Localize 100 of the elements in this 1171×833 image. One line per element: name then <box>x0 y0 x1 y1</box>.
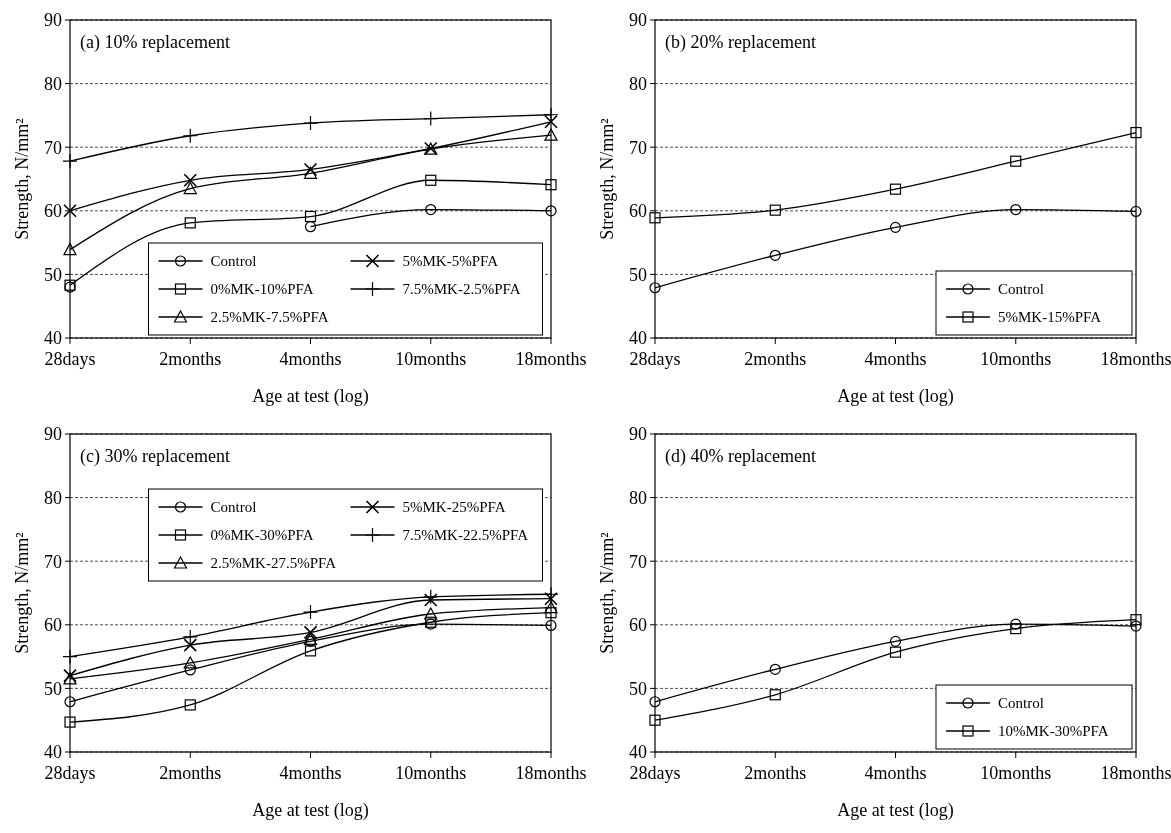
x-tick-label: 2months <box>744 763 807 783</box>
point <box>64 696 76 708</box>
y-tick-label: 80 <box>629 73 647 94</box>
point <box>304 645 317 657</box>
point <box>63 672 77 685</box>
point <box>1130 620 1142 632</box>
x-tick-label: 18months <box>515 349 587 369</box>
point <box>1010 623 1022 635</box>
x-tick-label: 28days <box>629 763 681 783</box>
x-tick-label: 10months <box>395 763 467 783</box>
x-tick-label: 10months <box>980 763 1052 783</box>
y-tick-label: 50 <box>629 264 647 285</box>
y-tick-label: 80 <box>629 487 647 508</box>
point <box>889 646 902 658</box>
point <box>544 601 558 614</box>
point <box>62 649 78 665</box>
legend-label: 0%MK-30%PFA <box>210 527 314 543</box>
x-tick-label: 2months <box>159 763 222 783</box>
point <box>423 110 439 127</box>
x-tick-label: 4months <box>279 763 342 783</box>
point <box>303 166 318 179</box>
point <box>304 210 317 223</box>
y-tick-label: 60 <box>44 201 62 222</box>
legend-label: Control <box>210 253 257 269</box>
x-axis-title: Age at test (log) <box>252 386 369 407</box>
y-axis-title: Strength, N/mm² <box>12 118 32 240</box>
x-tick-label: 18months <box>515 763 587 783</box>
legend-label: 7.5%MK-2.5%PFA <box>402 281 521 297</box>
y-tick-label: 60 <box>629 615 647 636</box>
point <box>303 162 318 177</box>
point <box>184 664 196 676</box>
x-tick-label: 10months <box>980 349 1052 369</box>
x-axis-title: Age at test (log) <box>837 386 954 407</box>
text: (b) 20% replacement <box>665 32 816 53</box>
point <box>1130 614 1142 626</box>
point <box>649 696 661 708</box>
legend-label: Control <box>998 695 1044 711</box>
legend-label: 0%MK-10%PFA <box>210 281 314 297</box>
point <box>183 173 198 188</box>
y-tick-label: 40 <box>44 742 62 763</box>
point <box>649 212 661 224</box>
point <box>423 593 438 607</box>
y-tick-label: 40 <box>629 328 647 349</box>
y-axis-title: Strength, N/mm² <box>12 532 32 654</box>
y-tick-label: 90 <box>629 10 647 31</box>
point <box>649 714 661 726</box>
point <box>182 128 198 144</box>
point <box>545 205 557 217</box>
x-tick-label: 10months <box>395 349 467 369</box>
legend-label: 5%MK-15%PFA <box>998 309 1102 325</box>
point <box>1010 203 1022 216</box>
point <box>63 204 77 218</box>
x-tick-label: 4months <box>864 763 927 783</box>
point <box>545 607 557 619</box>
point <box>889 183 902 195</box>
point <box>545 619 557 632</box>
point <box>184 699 196 711</box>
x-tick-label: 18months <box>1100 349 1171 369</box>
x-tick-label: 4months <box>864 349 927 369</box>
point <box>769 249 781 261</box>
point <box>302 604 319 620</box>
point <box>425 174 437 186</box>
legend-label: 5%MK-5%PFA <box>402 253 499 269</box>
x-axis-title: Age at test (log) <box>252 800 369 821</box>
y-tick-label: 90 <box>629 424 647 445</box>
legend-label: 2.5%MK-7.5%PFA <box>210 309 329 325</box>
x-tick-label: 2months <box>744 349 807 369</box>
point <box>544 128 558 141</box>
x-tick-label: 2months <box>159 349 222 369</box>
x-tick-label: 28days <box>629 349 681 369</box>
y-tick-label: 70 <box>44 551 62 572</box>
y-tick-label: 70 <box>629 551 647 572</box>
y-tick-label: 40 <box>44 328 62 349</box>
x-axis-title: Age at test (log) <box>837 800 954 821</box>
x-tick-label: 28days <box>44 763 96 783</box>
point <box>769 689 781 701</box>
point <box>1130 205 1142 218</box>
y-tick-label: 50 <box>44 678 62 699</box>
point <box>425 203 437 216</box>
point <box>545 179 557 191</box>
point <box>64 716 76 728</box>
y-axis-title: Strength, N/mm² <box>597 118 617 240</box>
y-axis-title: Strength, N/mm² <box>597 532 617 654</box>
point <box>769 204 781 216</box>
y-tick-label: 60 <box>44 615 62 636</box>
text: (c) 30% replacement <box>80 446 230 467</box>
point <box>63 668 77 683</box>
x-tick-label: 4months <box>279 349 342 369</box>
point <box>183 181 197 195</box>
y-tick-label: 70 <box>629 137 647 158</box>
point <box>184 217 196 229</box>
y-tick-label: 50 <box>44 264 62 285</box>
point <box>889 635 902 647</box>
y-tick-label: 80 <box>44 487 62 508</box>
y-tick-label: 90 <box>44 10 62 31</box>
y-tick-label: 50 <box>629 678 647 699</box>
y-tick-label: 70 <box>44 137 62 158</box>
y-tick-label: 60 <box>629 201 647 222</box>
point <box>769 663 781 675</box>
point <box>424 607 438 620</box>
